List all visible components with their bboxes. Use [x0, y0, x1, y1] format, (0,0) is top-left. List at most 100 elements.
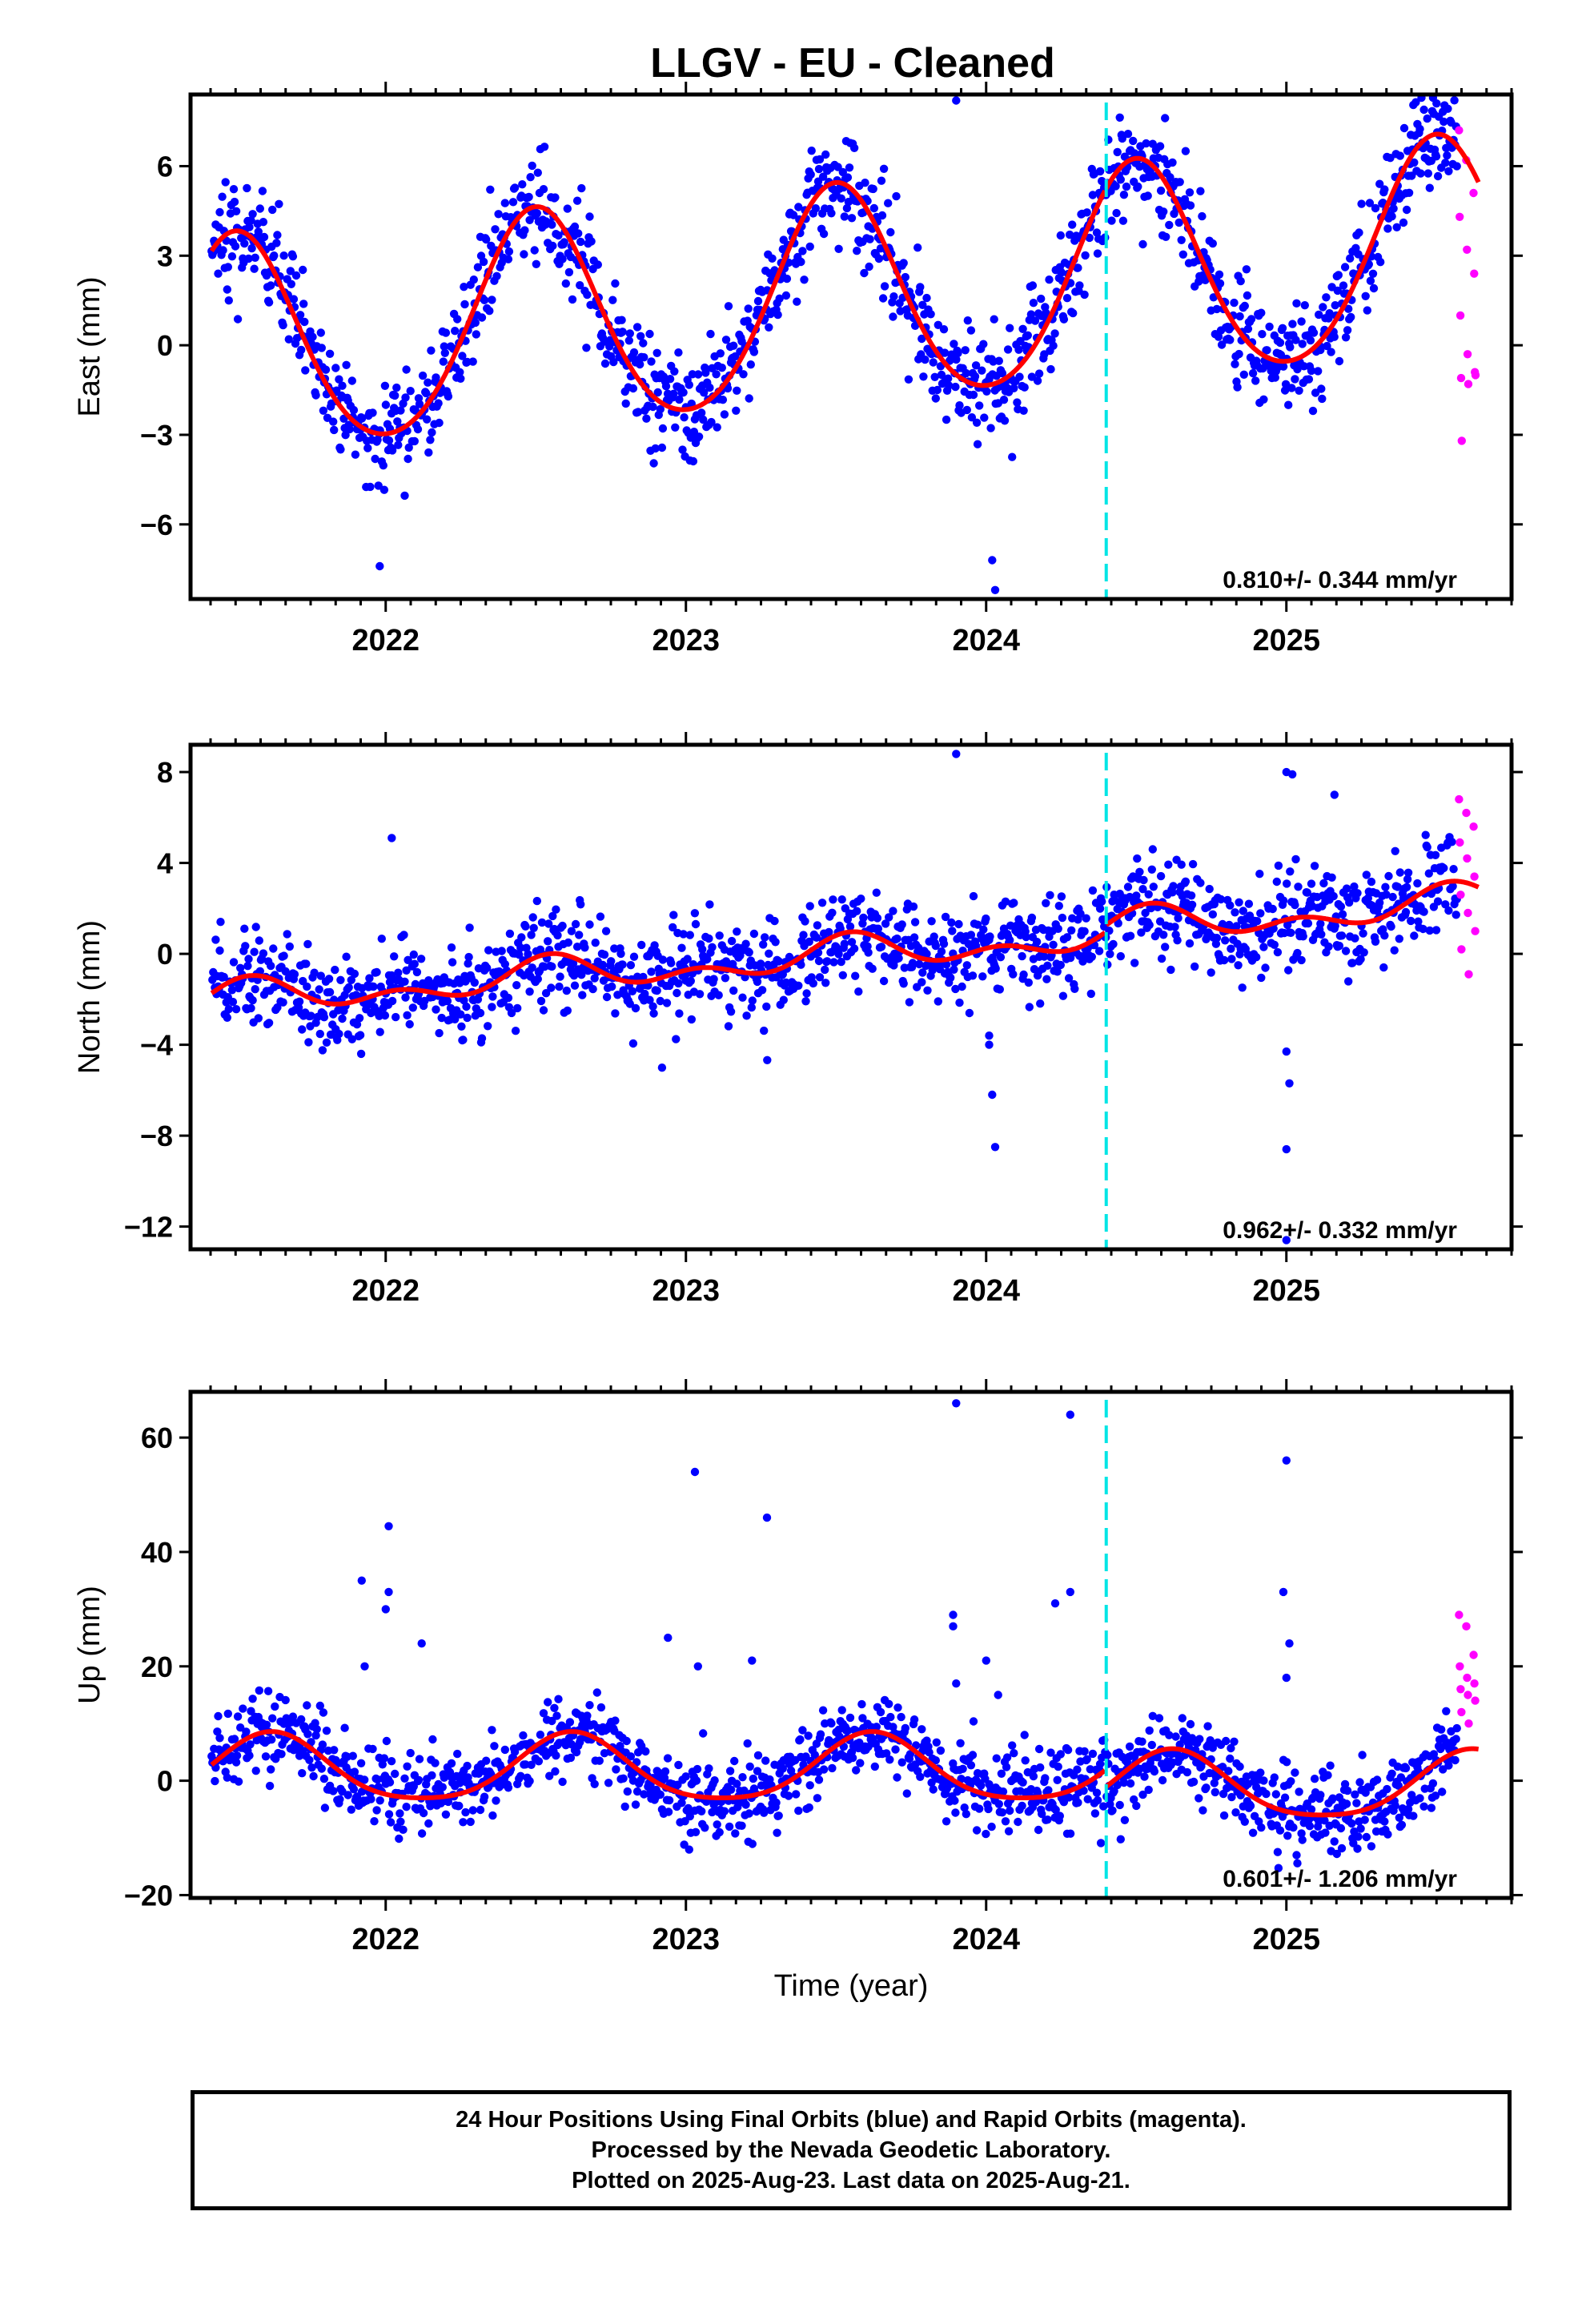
final-orbit-point	[1162, 232, 1170, 241]
final-orbit-point	[1259, 1776, 1268, 1785]
final-orbit-point	[923, 986, 932, 995]
final-orbit-point	[694, 432, 704, 441]
final-orbit-point	[302, 959, 311, 968]
final-orbit-point	[726, 1785, 736, 1794]
final-orbit-point	[484, 946, 493, 955]
final-orbit-point	[1258, 330, 1267, 339]
final-orbit-point	[1255, 870, 1264, 879]
final-orbit-point	[265, 1781, 275, 1791]
final-orbit-point	[497, 947, 506, 955]
final-orbit-point	[488, 1726, 496, 1735]
final-orbit-point	[435, 1028, 444, 1038]
final-orbit-point	[705, 1764, 713, 1773]
final-orbit-point	[243, 962, 252, 971]
final-orbit-point	[537, 918, 547, 927]
final-orbit-point	[893, 1773, 901, 1782]
final-orbit-point	[583, 290, 592, 300]
final-orbit-point	[996, 953, 1006, 962]
final-orbit-point	[991, 964, 1000, 973]
final-orbit-point	[986, 424, 995, 432]
final-orbit-point	[749, 929, 759, 939]
final-orbit-point	[639, 972, 648, 982]
final-orbit-point	[661, 1767, 670, 1776]
final-orbit-point	[1196, 187, 1205, 195]
final-orbit-point	[1326, 1761, 1335, 1770]
final-orbit-point	[1080, 927, 1089, 936]
final-orbit-point	[1367, 877, 1376, 887]
final-orbit-point	[558, 1777, 567, 1787]
final-orbit-point	[1222, 1736, 1231, 1746]
final-orbit-point	[1212, 304, 1222, 314]
final-orbit-point	[894, 954, 903, 963]
final-orbit-point	[1235, 312, 1244, 321]
final-orbit-point	[1199, 1806, 1207, 1815]
final-orbit-point	[492, 1796, 500, 1805]
final-orbit-point	[1219, 955, 1229, 965]
final-orbit-point	[1327, 348, 1335, 356]
final-orbit-point	[1034, 1825, 1043, 1835]
final-orbit-point	[1362, 870, 1371, 879]
final-orbit-point	[480, 296, 489, 304]
final-orbit-point	[1363, 894, 1373, 903]
final-orbit-point	[1082, 1755, 1091, 1763]
final-orbit-point	[834, 1725, 843, 1735]
final-orbit-point	[1402, 205, 1411, 215]
final-orbit-point	[1025, 1003, 1034, 1011]
final-orbit-point	[805, 1803, 813, 1812]
final-orbit-point	[922, 949, 931, 959]
final-orbit-point	[400, 977, 409, 987]
final-orbit-point	[528, 963, 536, 972]
final-orbit-point	[747, 1003, 756, 1012]
final-orbit-point	[214, 269, 223, 278]
final-orbit-point	[827, 1719, 836, 1728]
final-orbit-point	[1024, 978, 1034, 987]
final-orbit-point	[551, 1767, 560, 1776]
final-orbit-point	[410, 959, 419, 968]
final-orbit-point	[982, 914, 990, 923]
final-orbit-point	[1441, 159, 1450, 167]
final-orbit-point	[651, 444, 660, 453]
final-orbit-point	[441, 1810, 451, 1819]
final-orbit-point	[368, 408, 377, 417]
final-orbit-point	[587, 237, 596, 246]
final-orbit-point	[853, 907, 861, 915]
final-orbit-point	[1149, 883, 1158, 891]
final-orbit-point	[798, 247, 807, 255]
final-orbit-point	[1054, 902, 1064, 911]
final-orbit-point	[1235, 1762, 1244, 1771]
final-orbit-point	[1118, 134, 1127, 143]
final-orbit-point	[374, 481, 383, 490]
final-orbit-point	[1069, 308, 1078, 318]
final-orbit-point	[400, 1774, 409, 1783]
final-orbit-point	[647, 967, 656, 976]
final-orbit-point	[261, 1752, 271, 1761]
final-orbit-point	[1235, 349, 1243, 359]
final-orbit-point	[865, 235, 874, 243]
final-orbit-point	[817, 899, 827, 907]
final-orbit-point	[631, 1003, 640, 1013]
final-orbit-outlier-point	[1066, 1587, 1075, 1597]
final-orbit-point	[1294, 883, 1303, 891]
final-orbit-point	[426, 1802, 435, 1811]
final-orbit-point	[1134, 182, 1142, 191]
final-orbit-point	[1178, 250, 1188, 259]
final-orbit-point	[745, 948, 753, 957]
final-orbit-point	[954, 348, 962, 358]
final-orbit-point	[969, 891, 978, 901]
final-orbit-point	[625, 329, 634, 338]
final-orbit-point	[387, 996, 397, 1006]
final-orbit-point	[219, 246, 227, 255]
final-orbit-point	[962, 368, 971, 378]
rapid-orbit-point	[1457, 945, 1466, 954]
final-orbit-point	[441, 328, 451, 337]
final-orbit-point	[693, 1764, 702, 1774]
final-orbit-point	[1318, 394, 1327, 404]
final-orbit-point	[572, 1747, 581, 1757]
final-orbit-outlier-point	[1282, 1047, 1291, 1056]
final-orbit-point	[1045, 275, 1054, 284]
final-orbit-point	[600, 950, 609, 959]
final-orbit-point	[574, 229, 583, 238]
final-orbit-point	[583, 1711, 592, 1720]
final-orbit-point	[1291, 900, 1299, 910]
final-orbit-point	[742, 1011, 751, 1020]
